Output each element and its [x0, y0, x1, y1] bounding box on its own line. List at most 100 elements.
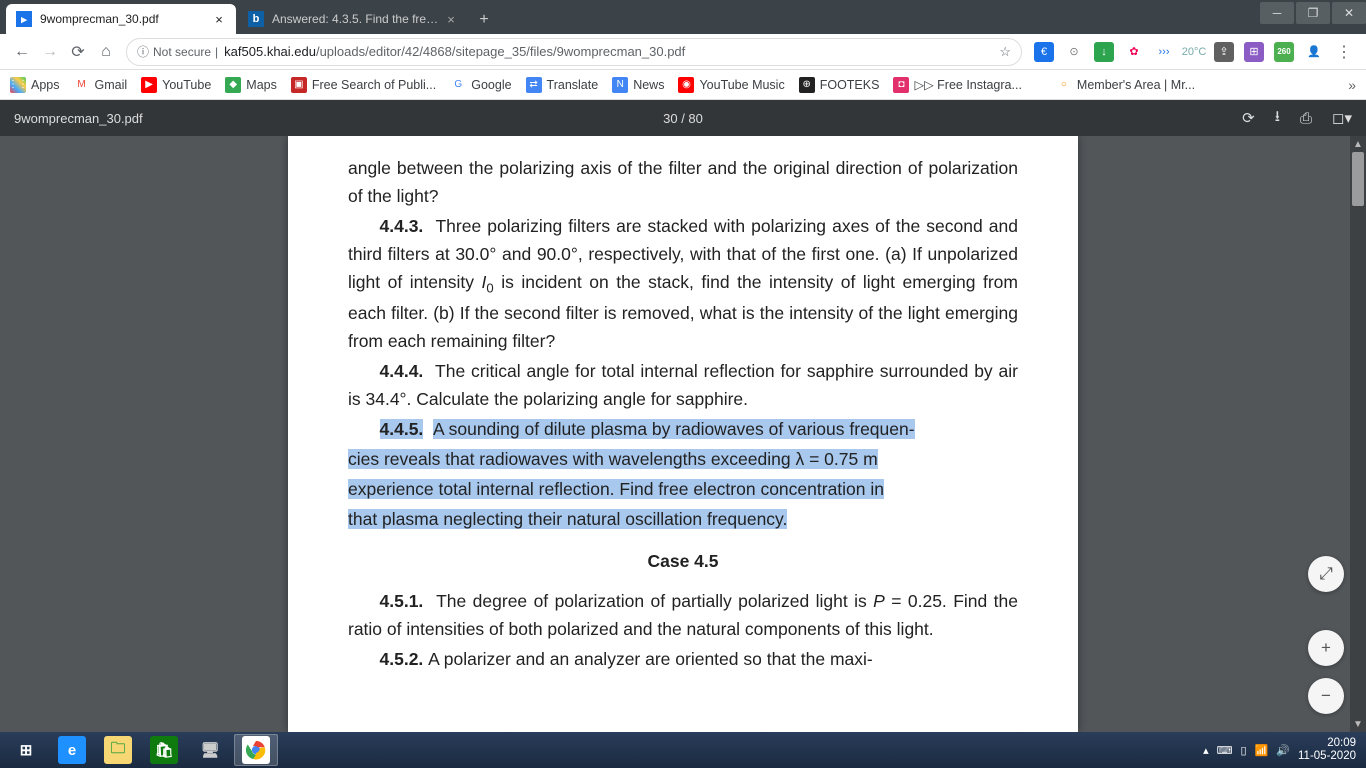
bookmark-item[interactable]: ▶YouTube [141, 77, 211, 93]
taskbar-app[interactable] [234, 734, 278, 766]
bookmark-label: Member's Area | Mr... [1077, 78, 1195, 92]
bookmark-favicon: ◆ [225, 77, 241, 93]
bookmark-favicon: G [450, 77, 466, 93]
zoom-out-button[interactable]: − [1308, 678, 1344, 714]
browser-tab-strip: ▸ 9womprecman_30.pdf × b Answered: 4.3.5… [0, 0, 1366, 34]
omnibox[interactable]: ⓘ Not secure | kaf505.khai.edu/uploads/e… [126, 38, 1022, 66]
bookmark-item[interactable]: G Google [450, 77, 511, 93]
security-indicator[interactable]: ⓘ Not secure | [137, 43, 218, 60]
keyboard-icon[interactable]: ⌨ [1217, 744, 1233, 757]
browser-tab-2[interactable]: b Answered: 4.3.5. Find the free ele × [238, 4, 468, 34]
bookmark-label: FOOTEKS [820, 78, 880, 92]
battery-icon[interactable]: ▯ [1241, 744, 1247, 757]
tab-favicon: b [248, 11, 264, 27]
close-window-button[interactable]: ✕ [1332, 2, 1366, 24]
scrollbar[interactable]: ▲ ▼ [1350, 136, 1366, 732]
download-icon[interactable]: ⭳ [1275, 106, 1280, 131]
scroll-down-arrow[interactable]: ▼ [1350, 716, 1366, 732]
bookmark-favicon: N [612, 77, 628, 93]
taskbar-app[interactable]: 🗀 [96, 734, 140, 766]
extension-icon[interactable]: ✿ [1124, 42, 1144, 62]
zoom-in-button[interactable]: + [1308, 630, 1344, 666]
bookmark-label: Translate [547, 78, 599, 92]
close-icon[interactable]: × [212, 12, 226, 26]
extension-icon[interactable]: ↓ [1094, 42, 1114, 62]
scrollbar-thumb[interactable] [1352, 152, 1364, 206]
bookmark-item[interactable]: N News [612, 77, 664, 93]
bookmark-item[interactable]: ⋮⋮ Apps [10, 77, 60, 93]
bookmark-item[interactable]: ○ Member's Area | Mr... [1056, 77, 1195, 93]
pdf-viewport[interactable]: angle between the polarizing axis of the… [0, 136, 1366, 732]
bookmarks-bar: ⋮⋮ Apps M Gmail ▶YouTube ◆Maps ▣Free Search of… [0, 70, 1366, 100]
network-icon[interactable]: 📶 [1255, 744, 1269, 757]
extension-icon[interactable]: 260 [1274, 42, 1294, 62]
pdf-toolbar: 9womprecman_30.pdf 30 / 80 ⟳ ⭳ ⎙ ◻▾ [0, 100, 1366, 136]
taskbar-app[interactable]: 🛍 [142, 734, 186, 766]
maximize-button[interactable]: ❐ [1296, 2, 1330, 24]
back-button[interactable]: ← [8, 38, 36, 66]
bookmark-item[interactable]: ▣Free Search of Publi... [291, 77, 436, 93]
tab-favicon: ▸ [16, 11, 32, 27]
url-text: kaf505.khai.edu/uploads/editor/42/4868/s… [224, 44, 685, 59]
pdf-filename: 9womprecman_30.pdf [14, 111, 143, 126]
home-button[interactable]: ⌂ [92, 38, 120, 66]
bookmark-item[interactable]: ⊕FOOTEKS [799, 77, 880, 93]
bookmark-item[interactable]: ⇄ Translate [526, 77, 599, 93]
bookmark-favicon: ○ [1056, 77, 1072, 93]
doc-text: 4.4.4. The critical angle for total inte… [348, 357, 1018, 413]
clock[interactable]: 20:09 11-05-2020 [1298, 737, 1356, 763]
volume-icon[interactable]: 🔊 [1276, 744, 1290, 757]
bookmark-item[interactable]: ◘▷▷ Free Instagra... [893, 77, 1021, 93]
bookmark-favicon: ⇄ [526, 77, 542, 93]
new-tab-button[interactable]: + [470, 6, 498, 34]
bookmark-label: Free Search of Publi... [312, 78, 436, 92]
doc-text-highlighted: 4.4.5. A sounding of dilute plasma by ra… [348, 415, 1018, 443]
minimize-button[interactable]: ─ [1260, 2, 1294, 24]
reload-button[interactable]: ⟳ [64, 38, 92, 66]
section-heading: Case 4.5 [348, 547, 1018, 575]
taskbar-app[interactable]: e [50, 734, 94, 766]
bookmark-label: Apps [31, 78, 60, 92]
pdf-page-indicator[interactable]: 30 / 80 [663, 111, 703, 126]
bookmark-label: Google [471, 78, 511, 92]
taskbar: ⊞e🗀🛍🖥 ▴ ⌨ ▯ 📶 🔊 20:09 11-05-2020 [0, 732, 1366, 768]
fit-page-button[interactable]: ⤢ [1308, 556, 1344, 592]
tray-up-icon[interactable]: ▴ [1203, 744, 1209, 757]
bookmark-favicon: ◉ [678, 77, 694, 93]
taskbar-app[interactable]: 🖥 [188, 734, 232, 766]
bookmarks-overflow-button[interactable]: » [1348, 77, 1356, 93]
system-tray[interactable]: ▴ ⌨ ▯ 📶 🔊 20:09 11-05-2020 [1203, 737, 1362, 763]
rotate-icon[interactable]: ⟳ [1242, 109, 1255, 127]
menu-button[interactable]: ⋮ [1330, 38, 1358, 66]
bookmark-label: YouTube Music [699, 78, 784, 92]
bookmark-favicon: M [74, 77, 90, 93]
browser-tab-1[interactable]: ▸ 9womprecman_30.pdf × [6, 4, 236, 34]
bookmark-star-icon[interactable]: ☆ [999, 44, 1011, 60]
extension-icon[interactable]: € [1034, 42, 1054, 62]
bookmark-item[interactable]: ◆Maps [225, 77, 277, 93]
bookmark-label: News [633, 78, 664, 92]
tab-title: 9womprecman_30.pdf [40, 12, 208, 26]
start-button[interactable]: ⊞ [4, 734, 48, 766]
doc-text-highlighted: cies reveals that radiowaves with wavele… [348, 445, 1018, 473]
doc-text: 4.5.1. The degree of polarization of par… [348, 587, 1018, 643]
bookmark-label: Gmail [95, 78, 128, 92]
print-icon[interactable]: ⎙ [1300, 110, 1312, 127]
bookmark-icon[interactable]: ◻▾ [1332, 109, 1352, 127]
bookmark-favicon: ⋮⋮ [10, 77, 26, 93]
extension-icon[interactable]: ⊙ [1064, 42, 1084, 62]
bookmark-label: ▷▷ Free Instagra... [914, 77, 1021, 92]
extension-icon[interactable]: ⇪ [1214, 42, 1234, 62]
bookmark-item[interactable]: M Gmail [74, 77, 128, 93]
extension-icon[interactable]: ⊞ [1244, 42, 1264, 62]
extension-icon[interactable]: 20°C [1184, 42, 1204, 62]
close-icon[interactable]: × [444, 12, 458, 26]
doc-text: angle between the polarizing axis of the… [348, 154, 1018, 210]
scroll-up-arrow[interactable]: ▲ [1350, 136, 1366, 152]
doc-text: 4.5.2. A polarizer and an analyzer are o… [348, 645, 1018, 673]
extension-icon[interactable]: ››› [1154, 42, 1174, 62]
zoom-controls: + − [1308, 630, 1344, 714]
bookmark-item[interactable]: ◉ YouTube Music [678, 77, 784, 93]
extension-icon[interactable]: 👤 [1304, 42, 1324, 62]
forward-button[interactable]: → [36, 38, 64, 66]
